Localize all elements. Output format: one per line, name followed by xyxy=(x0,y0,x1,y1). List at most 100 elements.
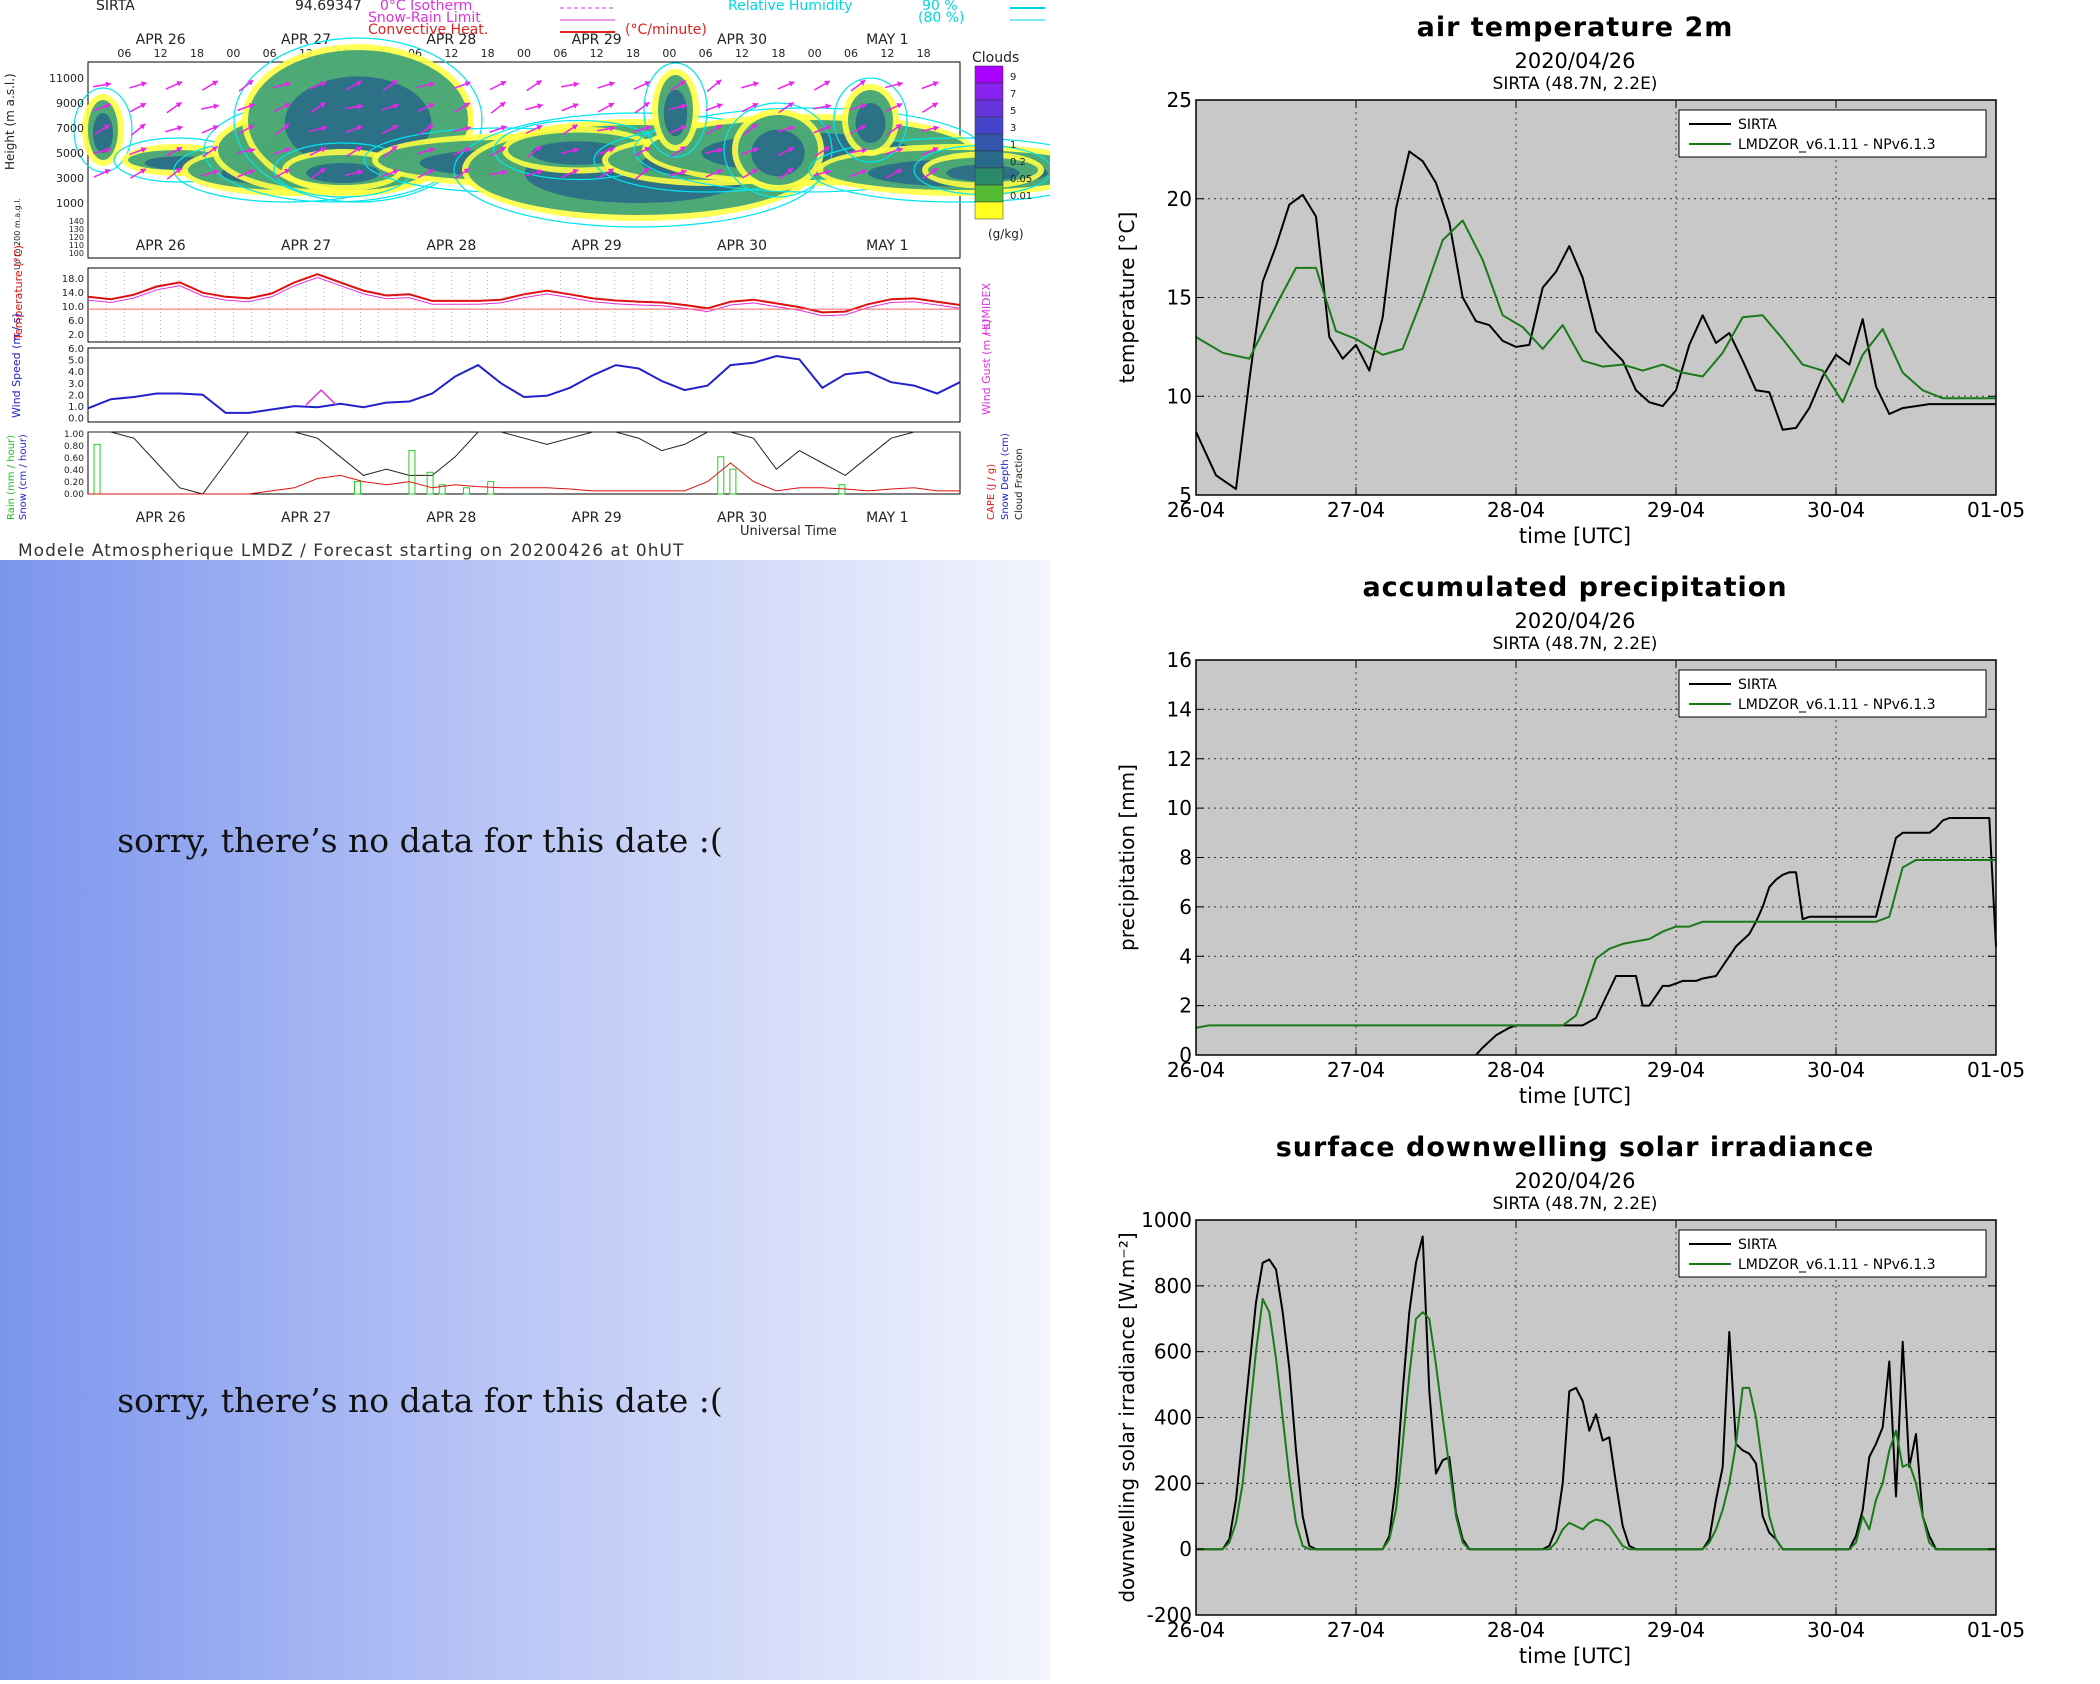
wind-arrow-head xyxy=(105,81,111,88)
y-tick-label: 10 xyxy=(1167,796,1192,820)
wind-arrow-head xyxy=(681,103,687,110)
clouds-legend-unit: (g/kg) xyxy=(988,227,1024,241)
wind-arrow-head xyxy=(465,125,471,132)
y-tick-label: 14 xyxy=(1167,697,1192,721)
height-tick-label: 5000 xyxy=(56,147,84,160)
wind-arrow xyxy=(201,169,219,177)
wind-arrow xyxy=(670,145,686,158)
legend-snow-rain: Snow-Rain Limit xyxy=(368,10,481,26)
rh-label: Relative Humidity xyxy=(728,0,852,14)
wind-arrow-head xyxy=(285,81,291,88)
wind-arrow-head xyxy=(751,124,758,130)
y-tick-label: 10 xyxy=(1167,384,1192,408)
wind-arrow xyxy=(273,168,291,179)
no-data-panel: sorry, there’s no data for this date :( xyxy=(0,1120,1050,1680)
wind-arrow xyxy=(238,79,254,92)
wind-arrow-head xyxy=(644,81,651,87)
wind-arrow-head xyxy=(211,146,218,152)
wind-arrow-head xyxy=(681,169,687,176)
temp-tick-label: 18.0 xyxy=(62,274,84,285)
hour-label: 06 xyxy=(263,47,277,60)
cloud-core xyxy=(306,163,380,183)
wind-arrow-head xyxy=(573,147,579,154)
wind-arrow xyxy=(813,103,831,110)
clouds-legend-swatch xyxy=(974,133,1004,152)
wind-arrow-head xyxy=(140,147,147,153)
legend-entry: SIRTA xyxy=(1738,677,1777,693)
clouds-legend-swatch xyxy=(974,82,1004,101)
wind-arrow-head xyxy=(357,103,363,110)
wind-arrow-head xyxy=(212,80,218,87)
wind-arrow-head xyxy=(860,103,867,109)
wind-arrow-head xyxy=(680,125,687,131)
day-label: APR 30 xyxy=(717,510,767,526)
wind-arrow xyxy=(813,125,831,134)
day-label: MAY 1 xyxy=(866,32,908,48)
wind-arrow-head xyxy=(357,169,363,176)
wind-arrow xyxy=(166,167,182,180)
wind-arrow xyxy=(669,169,687,177)
hour-label: 06 xyxy=(553,47,567,60)
wind-arrow-head xyxy=(429,81,435,88)
accumulated-precipitation-chart: accumulated precipitation 2020/04/26 SIRTA… xyxy=(1050,560,2100,1120)
x-tick-label: 27-04 xyxy=(1327,1618,1385,1642)
accumulated-precipitation-plot: accumulated precipitation2020/04/26SIRTA… xyxy=(1115,572,2025,1108)
wind-arrow-head xyxy=(320,147,327,153)
height-tick-label: 3000 xyxy=(56,172,84,185)
clouds-legend-swatch xyxy=(974,99,1004,118)
wind-arrow xyxy=(129,102,147,113)
wind-arrow-head xyxy=(499,102,506,108)
wind-arrow xyxy=(561,103,579,112)
wind-arrow-head xyxy=(572,169,579,175)
y-tick-label: 400 xyxy=(1154,1406,1192,1430)
wind-arrow-head xyxy=(824,125,831,131)
rain-tick-label: 0.80 xyxy=(64,442,84,452)
hour-label: 18 xyxy=(481,47,495,60)
wind-arrow xyxy=(597,81,615,89)
wind-arrow xyxy=(777,81,795,90)
wind-arrow-head xyxy=(572,103,579,109)
hour-label: 12 xyxy=(880,47,894,60)
legend-unit: (°C/minute) xyxy=(625,22,707,38)
wind-arrow-head xyxy=(536,124,543,131)
wind-arrow xyxy=(309,125,327,133)
wind-arrow-head xyxy=(571,124,578,130)
low-level-label: Up to 200 m.a.g.l. xyxy=(13,198,22,270)
rain-bar xyxy=(353,481,361,495)
x-axis-label: time [UTC] xyxy=(1519,1644,1631,1668)
x-tick-label: 29-04 xyxy=(1647,1058,1705,1082)
chart-subtitle: SIRTA (48.7N, 2.2E) xyxy=(1493,1194,1658,1214)
x-tick-label: 27-04 xyxy=(1327,1058,1385,1082)
wind-arrow-head xyxy=(644,125,651,131)
series-line-sirta xyxy=(1195,150,1996,491)
top-value: 94.69347 xyxy=(295,0,362,14)
y-axis-label: precipitation [mm] xyxy=(1115,764,1139,951)
wind-arrow-head xyxy=(392,169,399,175)
wind-arrow xyxy=(489,80,507,91)
wind-speed-trace xyxy=(87,354,961,414)
rain-bar xyxy=(438,484,446,495)
wind-arrow-head xyxy=(140,102,147,109)
wind-ticks: 6.05.04.03.02.01.00.0 xyxy=(68,344,84,425)
wind-arrow-head xyxy=(176,81,183,87)
wind-arrow xyxy=(382,145,398,158)
rain-tick-label: 0.60 xyxy=(64,454,84,464)
wind-arrow xyxy=(741,147,759,155)
wind-arrow-head xyxy=(716,169,723,175)
humidex-label: HUMIDEX xyxy=(980,283,993,335)
wind-arrow-head xyxy=(140,168,146,175)
chart-title: surface downwelling solar irradiance xyxy=(1276,1132,1875,1163)
wind-arrow-head xyxy=(248,124,254,131)
wind-arrow-head xyxy=(391,80,398,86)
wind-arrow xyxy=(309,81,327,90)
solar-irradiance-chart: surface downwelling solar irradiance 2020… xyxy=(1050,1120,2100,1680)
wind-arrow-head xyxy=(896,147,903,153)
wind-arrow xyxy=(201,125,219,134)
rain-tick-label: 1.00 xyxy=(64,430,84,440)
wind-arrow-head xyxy=(716,103,723,109)
rain-ticks: 1.00 0.80 0.60 0.40 0.20 0.00 xyxy=(64,430,84,500)
wind-arrow xyxy=(777,125,795,133)
wind-arrow xyxy=(598,168,615,179)
legend-entry: LMDZOR_v6.1.11 - NPv6.1.3 xyxy=(1738,137,1936,153)
y-tick-label: 6 xyxy=(1179,895,1192,919)
